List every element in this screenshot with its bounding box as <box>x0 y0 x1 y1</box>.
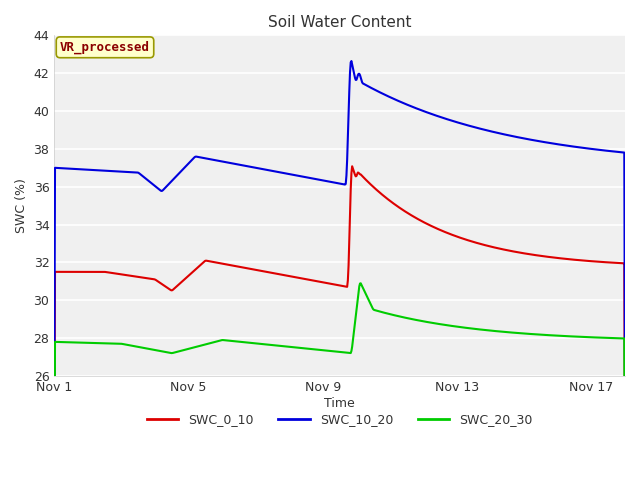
Text: VR_processed: VR_processed <box>60 41 150 54</box>
Title: Soil Water Content: Soil Water Content <box>268 15 412 30</box>
Y-axis label: SWC (%): SWC (%) <box>15 178 28 233</box>
X-axis label: Time: Time <box>324 396 355 409</box>
Legend: SWC_0_10, SWC_10_20, SWC_20_30: SWC_0_10, SWC_10_20, SWC_20_30 <box>141 408 538 431</box>
